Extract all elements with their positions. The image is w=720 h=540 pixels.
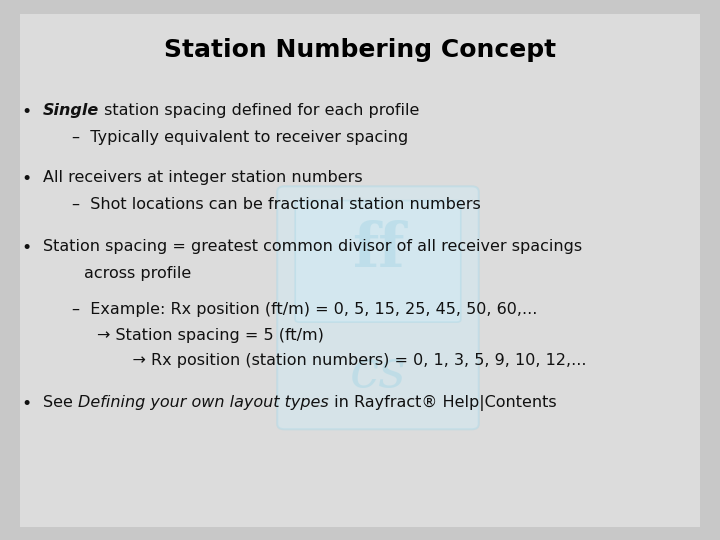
Text: ff: ff	[352, 220, 404, 280]
Text: in Rayfract® Help|Contents: in Rayfract® Help|Contents	[329, 395, 557, 411]
Text: across profile: across profile	[43, 266, 192, 281]
FancyBboxPatch shape	[277, 186, 479, 429]
Text: –  Shot locations can be fractional station numbers: – Shot locations can be fractional stati…	[72, 197, 481, 212]
Text: •: •	[22, 103, 32, 120]
Text: cs: cs	[350, 347, 406, 399]
Text: All receivers at integer station numbers: All receivers at integer station numbers	[43, 170, 363, 185]
Text: •: •	[22, 239, 32, 256]
Text: → Rx position (station numbers) = 0, 1, 3, 5, 9, 10, 12,...: → Rx position (station numbers) = 0, 1, …	[112, 353, 586, 368]
Text: •: •	[22, 170, 32, 188]
Text: Station Numbering Concept: Station Numbering Concept	[164, 38, 556, 62]
Text: Defining your own layout types: Defining your own layout types	[78, 395, 329, 410]
Text: Station spacing = greatest common divisor of all receiver spacings: Station spacing = greatest common diviso…	[43, 239, 582, 254]
Text: Single: Single	[43, 103, 99, 118]
Text: –  Typically equivalent to receiver spacing: – Typically equivalent to receiver spaci…	[72, 130, 408, 145]
Text: See: See	[43, 395, 78, 410]
Text: •: •	[22, 395, 32, 413]
Text: station spacing defined for each profile: station spacing defined for each profile	[99, 103, 420, 118]
FancyBboxPatch shape	[295, 201, 461, 322]
Text: → Station spacing = 5 (ft/m): → Station spacing = 5 (ft/m)	[97, 328, 324, 343]
Text: –  Example: Rx position (ft/m) = 0, 5, 15, 25, 45, 50, 60,...: – Example: Rx position (ft/m) = 0, 5, 15…	[72, 302, 537, 318]
